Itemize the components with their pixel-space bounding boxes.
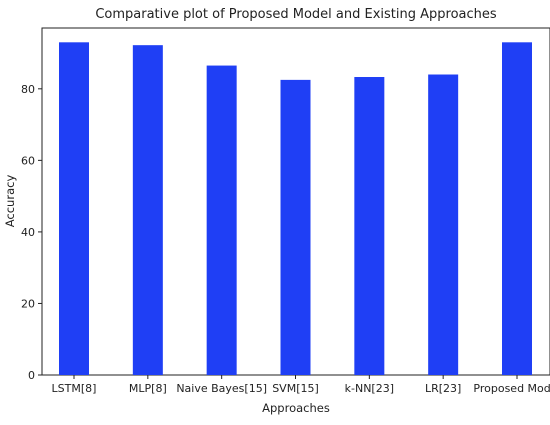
x-tick-label: LSTM[8] [52,382,97,395]
y-axis-label: Accuracy [3,175,17,228]
bars-layer [59,42,532,376]
chart-title: Comparative plot of Proposed Model and E… [95,7,497,22]
bar-k-nn-23 [354,77,385,375]
x-tick-label: SVM[15] [272,382,319,395]
x-tick-label: MLP[8] [129,382,167,395]
bar-svm-15 [280,79,311,376]
x-tick-label: Proposed Model [473,382,550,395]
y-tick-label: 80 [21,83,35,96]
x-tick-label: LR[23] [425,382,461,395]
bar-mlp-8 [132,45,163,375]
bar-lstm-8 [59,42,89,376]
y-tick-label: 60 [21,154,35,167]
x-axis-label: Approaches [262,401,330,415]
y-tick-label: 20 [21,297,35,310]
x-tick-label: k-NN[23] [345,382,394,395]
bar-lr-23 [428,74,459,375]
y-tick-label: 0 [28,369,35,382]
bar-proposed-model [502,42,532,376]
x-tick-label: Naive Bayes[15] [176,382,267,395]
y-tick-label: 40 [21,226,35,239]
y-axis-ticks: 0 20 40 60 80 [21,83,42,382]
x-axis-ticks: LSTM[8] MLP[8] Naive Bayes[15] SVM[15] k-NN[… [52,375,550,395]
bar-naive-bayes-15 [206,65,237,375]
